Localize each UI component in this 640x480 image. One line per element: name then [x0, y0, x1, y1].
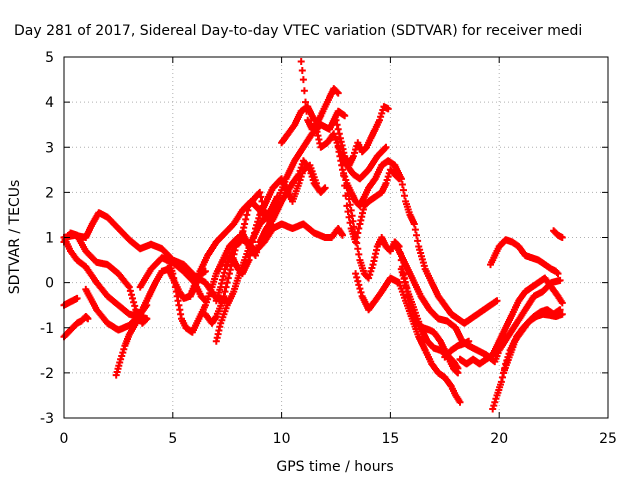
data-point-markers [332, 103, 392, 169]
y-tick-label: -1 [40, 321, 54, 337]
y-tick-label: 5 [45, 50, 54, 66]
chart-title: Day 281 of 2017, Sidereal Day-to-day VTE… [14, 23, 582, 39]
y-tick-label: 1 [45, 231, 54, 247]
data-point-markers [456, 274, 566, 368]
data-point-markers [550, 227, 566, 241]
x-tick-labels: 0 5 10 15 20 25 [60, 431, 617, 447]
data-series [352, 270, 464, 406]
data-point-markers [397, 175, 501, 327]
data-series [550, 227, 566, 241]
data-point-markers [334, 143, 405, 210]
x-tick-label: 15 [381, 431, 399, 447]
x-tick-label: 0 [60, 431, 69, 447]
data-series [456, 274, 566, 368]
x-tick-label: 5 [168, 431, 177, 447]
data-series [223, 188, 275, 269]
x-tick-label: 20 [490, 431, 508, 447]
axis-ticks [63, 56, 609, 419]
data-point-markers [441, 337, 473, 361]
y-tick-label: 3 [45, 140, 54, 156]
data-series [487, 236, 562, 278]
y-axis-title: SDTVAR / TECUs [7, 180, 23, 295]
x-tick-label: 10 [273, 431, 291, 447]
data-point-markers [487, 236, 562, 278]
y-tick-label: 0 [45, 276, 54, 292]
y-tick-label: 4 [45, 95, 54, 111]
y-tick-label: 2 [45, 185, 54, 201]
data-point-markers [352, 270, 464, 406]
data-series [334, 143, 405, 210]
data-series [397, 175, 501, 327]
x-axis-title: GPS time / hours [276, 459, 393, 475]
data-series [441, 337, 473, 361]
x-tick-label: 25 [599, 431, 617, 447]
y-tick-label: -3 [40, 411, 54, 427]
y-tick-label: -2 [40, 366, 54, 382]
data-point-markers [223, 188, 275, 269]
data-series [332, 103, 392, 169]
y-tick-labels: -3 -2 -1 0 1 2 3 4 5 [40, 50, 54, 427]
data-series [500, 310, 566, 377]
data-point-markers [500, 310, 566, 377]
